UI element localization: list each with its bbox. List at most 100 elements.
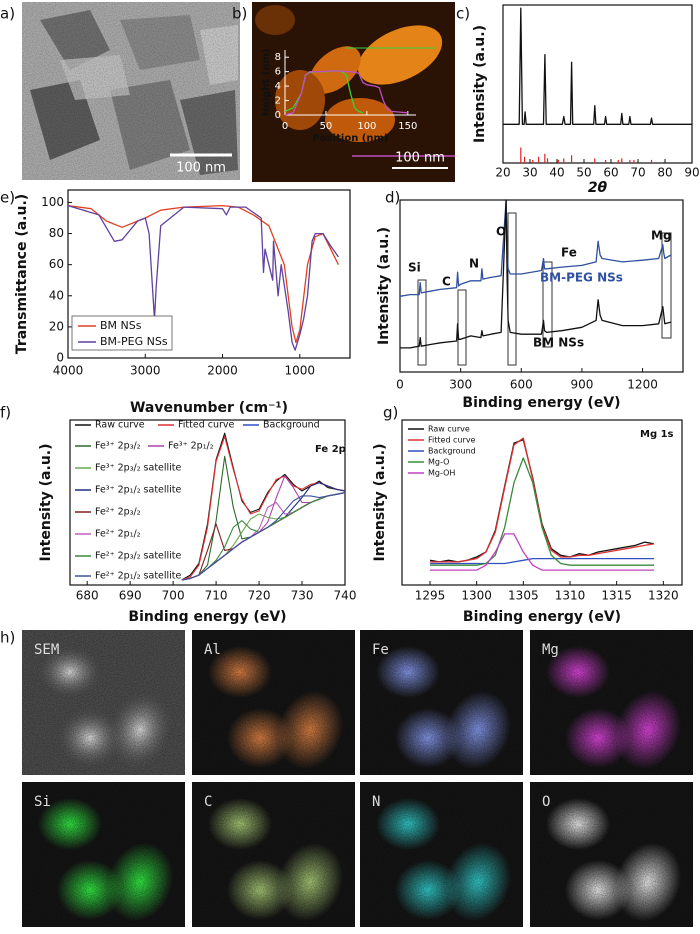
legend-label: Fe³⁺ 2p₁/₂ satellite <box>95 485 182 496</box>
map-texture <box>530 630 693 775</box>
data-line <box>429 439 655 563</box>
legend-box <box>71 315 173 351</box>
y-tick-label: 0 <box>275 110 281 121</box>
annotation: Si <box>408 261 421 275</box>
x-tick-label: 30 <box>522 166 537 180</box>
data-line <box>181 432 346 581</box>
y-axis-label: Intensity (a.u.) <box>472 25 488 143</box>
x-tick-label: 600 <box>510 378 533 392</box>
x-axis-label: Binding energy (eV) <box>128 609 286 625</box>
data-line <box>67 204 339 351</box>
x-axis-label: Position (nm) <box>313 133 389 144</box>
panel-label: b) <box>232 5 247 23</box>
y-tick-label: 40 <box>49 288 64 302</box>
x-tick-label: 1320 <box>648 589 679 603</box>
x-tick-label: 2000 <box>207 364 238 378</box>
map-label: N <box>372 794 380 810</box>
panel-label: a) <box>0 5 15 23</box>
x-tick-label: 900 <box>570 378 593 392</box>
data-line <box>284 70 408 116</box>
x-tick-label: 0 <box>396 378 404 392</box>
legend-label: Mg-O <box>428 458 449 467</box>
legend-label: Fe²⁺ 2p₃/₂ <box>95 507 141 518</box>
x-tick-label: 300 <box>449 378 472 392</box>
plot-frame <box>502 4 693 164</box>
map-label: C <box>204 794 212 810</box>
flake <box>325 98 395 142</box>
x-tick-label: 690 <box>119 589 142 603</box>
x-tick-label: 20 <box>495 166 510 180</box>
flake <box>357 25 443 85</box>
y-tick-label: 100 <box>41 195 64 209</box>
x-tick-label: 710 <box>205 589 228 603</box>
map-texture <box>22 630 185 775</box>
x-tick-label: 100 <box>357 121 376 132</box>
annotation: O <box>496 225 506 239</box>
annotation: N <box>469 257 479 271</box>
y-axis-label: Intensity (a.u.) <box>376 227 392 345</box>
x-tick-label: 0 <box>282 121 288 132</box>
legend-label: Fe³⁺ 2p₃/₂ <box>95 441 141 452</box>
x-tick-label: 60 <box>603 166 618 180</box>
annotation: Mg <box>651 229 672 243</box>
annotation: Mg 1s <box>640 429 674 440</box>
x-tick-label: 90 <box>684 166 699 180</box>
x-axis-label: Wavenumber (cm⁻¹) <box>130 400 288 416</box>
y-tick-label: 0 <box>56 351 64 365</box>
x-tick-label: 1295 <box>415 589 446 603</box>
x-tick-label: 1305 <box>508 589 539 603</box>
x-tick-label: 1315 <box>601 589 632 603</box>
plot-frame <box>67 189 351 359</box>
legend-label: Fe²⁺ 2p₁/₂ <box>95 529 141 540</box>
map-label: Al <box>204 642 221 658</box>
data-line <box>503 7 692 125</box>
x-tick-label: 4000 <box>53 364 84 378</box>
panel-label: h) <box>0 629 15 647</box>
data-line <box>181 435 346 581</box>
y-axis-label: Intensity (a.u.) <box>372 443 388 561</box>
panel-label: d) <box>385 189 400 207</box>
map-label: Si <box>34 794 51 810</box>
x-tick-label: 50 <box>576 166 591 180</box>
data-line <box>400 199 672 349</box>
peak-box <box>457 289 467 366</box>
annotation: Fe 2p <box>315 444 346 455</box>
flake <box>255 5 295 35</box>
x-tick-label: 680 <box>76 589 99 603</box>
legend-label: Background <box>428 447 476 456</box>
x-tick-label: 80 <box>657 166 672 180</box>
map-label: SEM <box>34 642 59 658</box>
scale-bar-label: 100 nm <box>395 151 445 166</box>
map-texture <box>192 630 355 775</box>
y-tick-label: 6 <box>275 67 281 78</box>
x-tick-label: 1000 <box>285 364 316 378</box>
x-tick-label: 720 <box>248 589 271 603</box>
y-axis-label: Transmittance (a.u.) <box>14 194 30 354</box>
y-axis-label: Height (nm) <box>261 49 272 117</box>
legend-label: Fe³⁺ 2p₃/₂ satellite <box>95 463 182 474</box>
x-tick-label: 50 <box>320 121 333 132</box>
plot-frame <box>401 419 683 586</box>
data-line <box>399 199 672 297</box>
series-label: BM NSs <box>533 336 584 350</box>
panel-label: c) <box>456 5 470 23</box>
map-texture <box>360 630 523 775</box>
legend-label: Raw curve <box>428 425 470 434</box>
map-texture <box>530 782 693 927</box>
x-axis-label: 2θ <box>588 180 608 196</box>
y-tick-label: 2 <box>275 96 281 107</box>
y-tick-label: 20 <box>49 319 64 333</box>
x-tick-label: 1310 <box>555 589 586 603</box>
legend-label: Fitted curve <box>178 420 235 431</box>
map-label: O <box>542 794 550 810</box>
peak-box <box>507 212 517 366</box>
legend-label: BM-PEG NSs <box>100 335 168 348</box>
map-texture <box>360 782 523 927</box>
map-texture <box>22 782 185 927</box>
x-tick-label: 1300 <box>461 589 492 603</box>
afm-image: 100 nm <box>252 2 455 182</box>
x-tick-label: 70 <box>630 166 645 180</box>
map-texture <box>192 782 355 927</box>
y-axis-label: Intensity (a.u.) <box>38 443 54 561</box>
